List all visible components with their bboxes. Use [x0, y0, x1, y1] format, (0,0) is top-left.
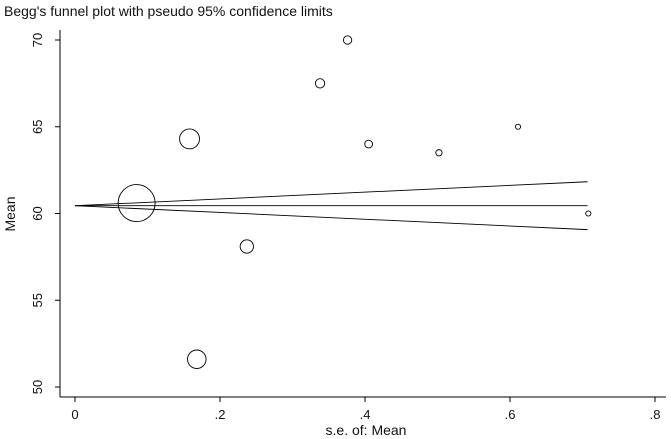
x-tick-label: .4	[360, 407, 371, 422]
x-tick-label: .2	[215, 407, 226, 422]
lower-confidence-limit	[74, 205, 588, 231]
study-points	[117, 35, 592, 369]
x-axis-label: s.e. of: Mean	[326, 422, 407, 438]
y-tick-label: 50	[30, 380, 45, 394]
y-axis-label: Mean	[2, 196, 18, 231]
confidence-limit-lines	[74, 181, 588, 231]
chart-title: Begg's funnel plot with pseudo 95% confi…	[4, 3, 333, 19]
study-point	[179, 128, 200, 150]
study-point	[435, 149, 443, 157]
study-point	[314, 78, 326, 89]
y-tick-label: 65	[30, 120, 45, 134]
y-tick-label: 70	[30, 33, 45, 47]
upper-confidence-limit	[74, 181, 588, 207]
study-point	[514, 123, 522, 130]
y-tick-label: 55	[30, 293, 45, 307]
study-point	[364, 139, 373, 149]
study-point	[342, 35, 353, 45]
x-tick-label: 0	[71, 407, 78, 422]
study-point	[239, 239, 254, 254]
study-point	[187, 349, 207, 369]
y-tick-label: 60	[30, 206, 45, 220]
x-tick-label: .8	[650, 407, 661, 422]
x-axis-ticks: 0 .2 .4 .6 .8	[71, 397, 660, 422]
study-point	[117, 184, 156, 223]
x-tick-label: .6	[505, 407, 516, 422]
y-axis-ticks: 50 55 60 65 70	[30, 33, 60, 394]
study-point	[585, 210, 592, 217]
